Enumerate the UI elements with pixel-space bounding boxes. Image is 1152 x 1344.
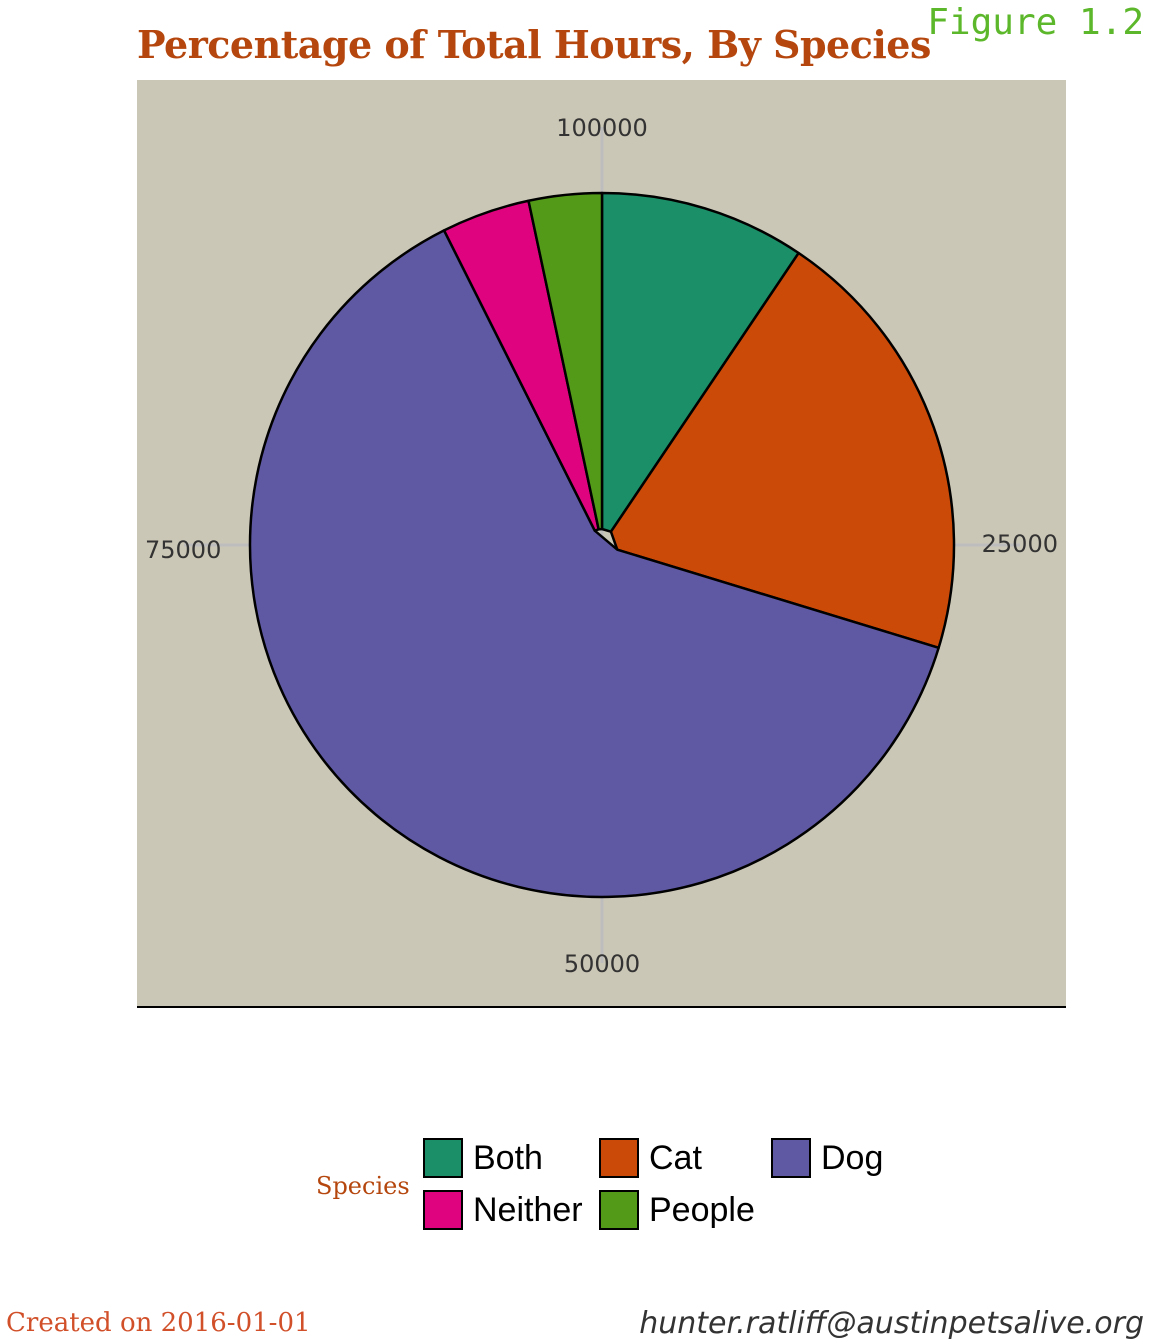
figure-label: Figure 1.2 [927, 2, 1144, 43]
pie-slice-dog [248, 229, 940, 899]
legend-label: People [649, 1190, 755, 1229]
chart-title: Percentage of Total Hours, By Species [137, 22, 931, 67]
legend-label: Neither [473, 1190, 583, 1229]
legend-label: Both [473, 1138, 543, 1177]
pie-slice-cat [609, 251, 956, 650]
legend-item-both: Both [423, 1136, 543, 1180]
axis-tick-label: 25000 [982, 530, 1058, 558]
legend-swatch [423, 1138, 463, 1178]
legend-title: Species [316, 1172, 410, 1200]
legend-swatch [423, 1190, 463, 1230]
axis-tick-label: 75000 [145, 536, 221, 564]
legend-label: Dog [821, 1138, 884, 1177]
axis-tick-label: 100000 [556, 114, 648, 142]
legend-item-dog: Dog [771, 1136, 883, 1180]
legend-item-neither: Neither [423, 1188, 583, 1232]
legend-swatch [599, 1190, 639, 1230]
legend: Species Both Cat Dog Neither People [316, 1136, 916, 1236]
axis-tick-label: 50000 [564, 950, 640, 978]
legend-swatch [599, 1138, 639, 1178]
legend-swatch [771, 1138, 811, 1178]
pie-slice-both [600, 191, 800, 533]
tick-layer: 100000 25000 50000 75000 [145, 114, 1058, 978]
legend-label: Cat [649, 1138, 702, 1177]
author-email: hunter.ratliff@austinpetsalive.org [639, 1306, 1144, 1341]
legend-item-cat: Cat [599, 1136, 702, 1180]
pie-slice-people [527, 191, 604, 531]
slice-layer [248, 191, 956, 899]
pie-chart: 100000 25000 50000 75000 [137, 80, 1066, 1008]
legend-item-people: People [599, 1188, 755, 1232]
created-date: Created on 2016-01-01 [6, 1308, 311, 1338]
